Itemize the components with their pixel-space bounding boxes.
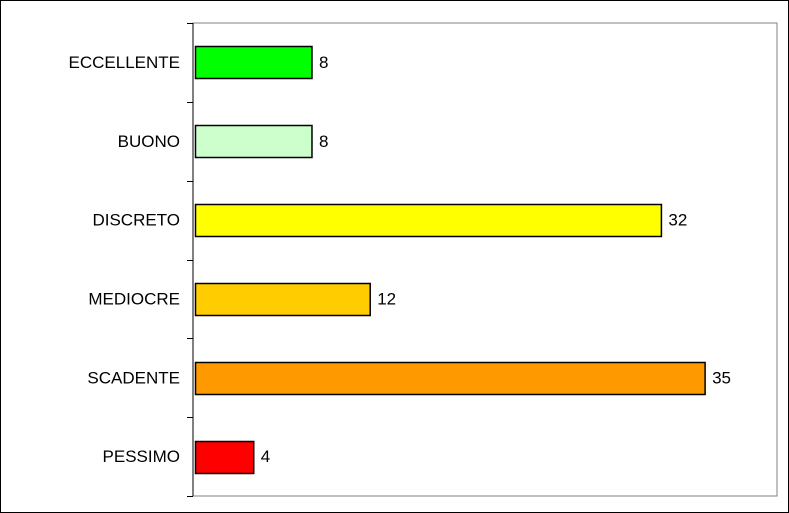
bar-mediocre: [194, 282, 371, 317]
category-axis-ticks: [187, 23, 193, 497]
data-label-mediocre: 12: [377, 289, 396, 308]
bar-discreto: [194, 203, 663, 238]
data-label-scadente: 35: [712, 368, 731, 387]
bars: [194, 45, 706, 475]
data-label-pessimo: 4: [261, 447, 270, 466]
data-label-eccellente: 8: [319, 53, 328, 72]
category-label-pessimo: PESSIMO: [103, 447, 180, 466]
category-label-discreto: DISCRETO: [92, 211, 180, 230]
category-label-eccellente: ECCELLENTE: [69, 53, 180, 72]
category-labels: ECCELLENTE BUONO DISCRETO MEDIOCRE SCADENTE P…: [69, 53, 180, 466]
bar-eccellente: [194, 45, 313, 80]
data-label-buono: 8: [319, 132, 328, 151]
data-label-discreto: 32: [668, 211, 687, 230]
category-label-mediocre: MEDIOCRE: [88, 289, 180, 308]
data-labels: 8 8 32 12 35 4: [261, 53, 731, 466]
bar-pessimo: [194, 440, 255, 475]
plot-area-border: [192, 22, 778, 497]
category-label-buono: BUONO: [118, 132, 180, 151]
category-label-scadente: SCADENTE: [87, 368, 180, 387]
bar-buono: [194, 124, 313, 159]
bar-scadente: [194, 361, 706, 396]
